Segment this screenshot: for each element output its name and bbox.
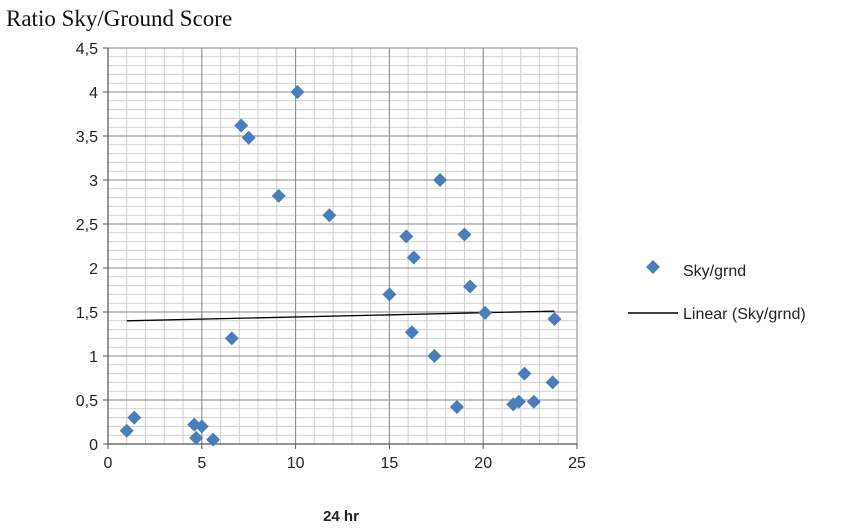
y-tick-label: 4,5 [76, 41, 98, 58]
data-point [427, 349, 442, 363]
grid [107, 47, 578, 445]
y-tick-label: 0 [89, 437, 98, 454]
x-tick-label: 0 [104, 455, 113, 472]
data-point [463, 279, 478, 294]
y-tick-label: 3 [89, 173, 98, 190]
data-point [382, 287, 397, 302]
x-tick-label: 25 [568, 455, 586, 472]
legend-marker-sky-grnd [646, 260, 660, 274]
data-point [404, 325, 419, 340]
data-point [478, 305, 493, 320]
data-point [433, 173, 448, 187]
legend-label-linear: Linear (Sky/grnd) [683, 306, 806, 323]
data-point [526, 394, 541, 409]
legend-label-sky-grnd: Sky/grnd [683, 263, 746, 280]
data-point [206, 432, 221, 447]
data-point [399, 229, 414, 244]
data-point [189, 430, 204, 445]
legend: Sky/grnd Linear (Sky/grnd) [628, 260, 806, 323]
data-point [290, 85, 305, 99]
data-point [545, 375, 560, 390]
chart-title: Ratio Sky/Ground Score [6, 6, 233, 31]
data-point [271, 188, 286, 203]
x-tick-label: 20 [474, 455, 492, 472]
y-tick-label: 2 [89, 261, 98, 278]
data-point [241, 130, 256, 145]
data-point [449, 400, 464, 415]
data-point [234, 118, 249, 133]
data-point [517, 366, 532, 381]
x-tick-label: 5 [197, 455, 206, 472]
data-point [406, 250, 421, 265]
y-tick-label: 1,5 [76, 305, 98, 322]
data-point [119, 423, 134, 438]
x-axis-title: 24 hr [323, 508, 359, 525]
data-point [457, 227, 472, 242]
data-point [224, 331, 239, 346]
axes [103, 47, 578, 449]
data-points [119, 85, 562, 447]
y-tick-label: 2,5 [76, 217, 98, 234]
tick-labels: 0 5 10 15 20 25 0 0,5 1 1,5 2 2,5 3 3,5 4 4,5 [76, 41, 586, 472]
x-tick-label: 15 [381, 455, 399, 472]
x-tick-label: 10 [287, 455, 305, 472]
data-point [511, 394, 526, 409]
data-point [547, 312, 562, 327]
y-tick-label: 0,5 [76, 393, 98, 410]
data-point [194, 419, 209, 434]
y-tick-label: 4 [89, 85, 98, 102]
y-tick-label: 3,5 [76, 129, 98, 146]
y-tick-label: 1 [89, 349, 98, 366]
data-point [127, 410, 142, 425]
data-point [322, 208, 337, 223]
